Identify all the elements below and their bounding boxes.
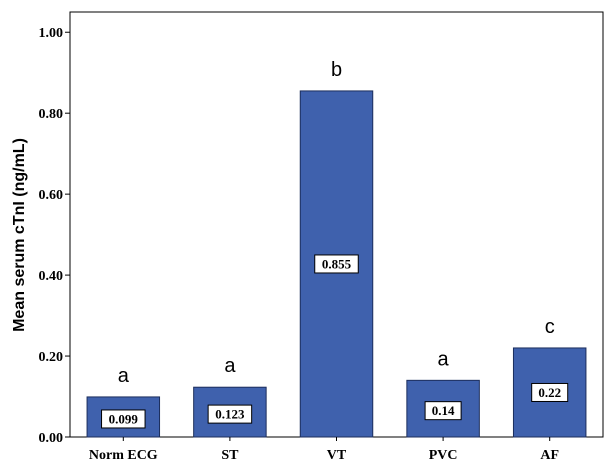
y-tick-label: 1.00: [39, 26, 64, 41]
significance-letter-bg: [538, 309, 561, 344]
data-label-box: [424, 401, 462, 421]
significance-letter-bg: [325, 52, 348, 87]
bars-group: 0.099 a 0.123 a 0.855 b 0.14 a 0.22 c: [86, 52, 587, 438]
data-label-box: [101, 409, 146, 429]
significance-letter: b: [331, 59, 342, 81]
y-tick-label: 0.40: [39, 269, 64, 284]
significance-letter-bg: [112, 358, 135, 393]
data-label: 0.22: [538, 385, 561, 400]
significance-letter: a: [438, 348, 450, 370]
data-label: 0.855: [322, 256, 352, 271]
y-tick-label: 0.60: [39, 188, 64, 203]
significance-letter-bg: [218, 349, 241, 384]
data-label: 0.099: [109, 411, 139, 426]
data-label: 0.14: [432, 403, 455, 418]
x-tick-label: PVC: [429, 448, 458, 463]
significance-letter: c: [545, 316, 555, 338]
significance-letter: a: [118, 365, 130, 387]
x-tick-label: AF: [540, 448, 559, 463]
y-tick-label: 0.80: [39, 107, 64, 122]
data-label-box: [531, 382, 569, 402]
significance-letter: a: [224, 355, 236, 377]
y-tick-label: 0.20: [39, 350, 64, 365]
x-tick-label: ST: [221, 448, 239, 463]
significance-letter-bg: [432, 342, 455, 377]
data-label: 0.123: [215, 407, 245, 422]
y-axis-ticks: 0.00 0.20 0.40 0.60 0.80 1.00: [39, 26, 70, 446]
x-tick-label: Norm ECG: [89, 448, 158, 463]
y-tick-label: 0.00: [39, 431, 64, 446]
y-axis-title: Mean serum cTnI (ng/mL): [11, 138, 28, 332]
data-label-box: [314, 254, 359, 274]
x-tick-label: VT: [327, 448, 347, 463]
x-axis-labels: Norm ECG ST VT PVC AF: [89, 437, 559, 463]
data-label-box: [207, 404, 253, 424]
